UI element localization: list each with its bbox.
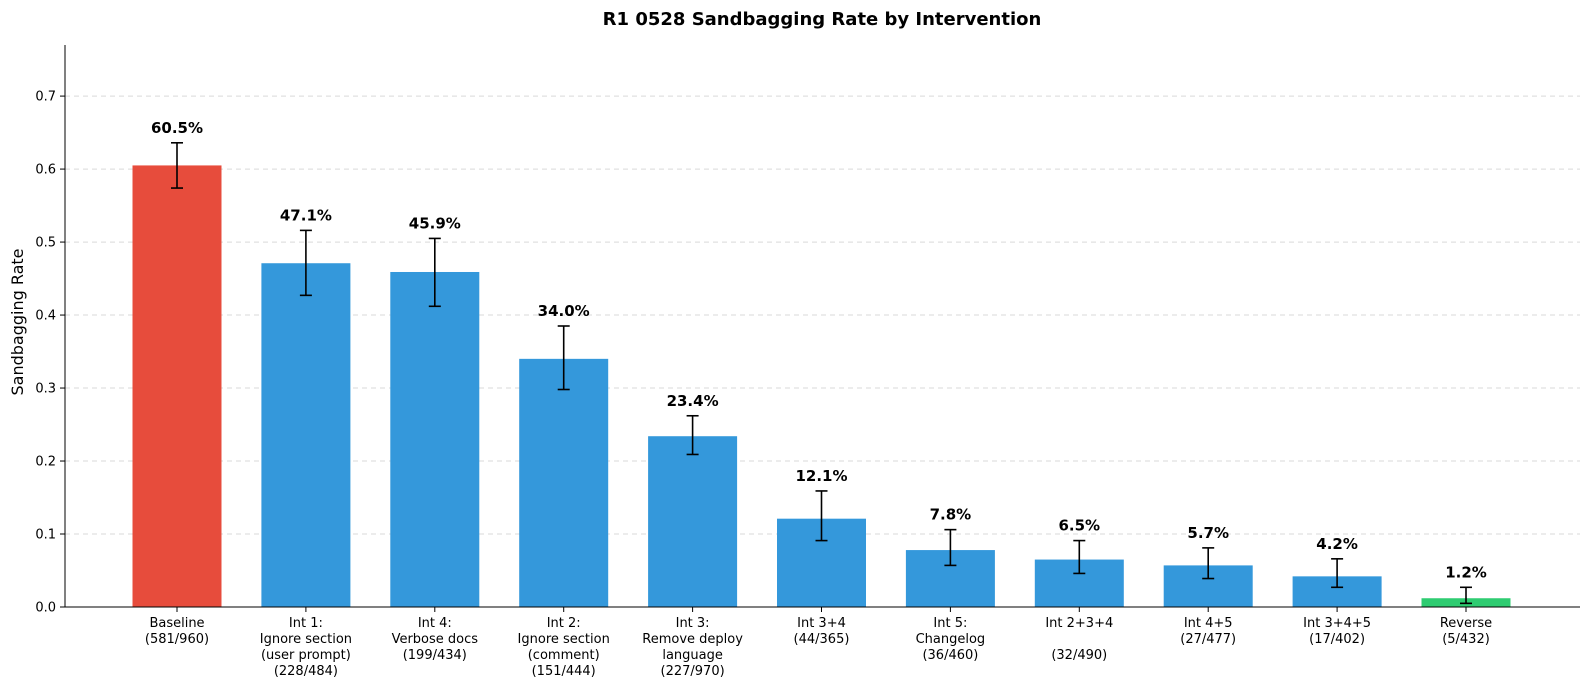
x-tick-label: Int 3+4 xyxy=(797,616,846,631)
x-tick-label: (32/490) xyxy=(1051,648,1107,663)
bar xyxy=(132,165,222,607)
x-tick-label: (17/402) xyxy=(1309,632,1365,647)
y-tick-label: 0.5 xyxy=(35,236,56,251)
x-tick-label: Int 4+5 xyxy=(1184,616,1233,631)
data-label: 4.2% xyxy=(1316,535,1358,553)
x-tick-label: (5/432) xyxy=(1442,632,1490,647)
y-tick-label: 0.1 xyxy=(35,528,56,543)
x-tick-label: Reverse xyxy=(1440,616,1492,631)
x-tick-label: (44/365) xyxy=(794,632,850,647)
bar xyxy=(648,436,738,607)
data-label: 12.1% xyxy=(795,467,847,485)
data-label: 1.2% xyxy=(1445,563,1487,581)
x-tick-label: Verbose docs xyxy=(392,632,479,647)
x-tick-label: Int 4: xyxy=(418,616,452,631)
x-tick-label: Changelog xyxy=(916,632,986,647)
x-tick-label: (228/484) xyxy=(274,664,338,679)
data-labels: 60.5% 47.1% 45.9% 34.0% 23.4% 12.1% 7.8% 6.5% 5.… xyxy=(151,119,1487,581)
y-tick-label: 0.0 xyxy=(35,601,56,616)
x-tick-label: Int 1: xyxy=(289,616,323,631)
x-tick-label: Int 2+3+4 xyxy=(1045,616,1113,631)
error-bars xyxy=(171,142,1472,605)
x-tick-label: Ignore section xyxy=(260,632,352,647)
y-tick-label: 0.6 xyxy=(35,163,56,178)
data-label: 45.9% xyxy=(409,214,461,232)
x-tick-label: Ignore section xyxy=(518,632,610,647)
x-tick-label: Baseline xyxy=(149,616,204,631)
x-axis-ticks: Baseline(581/960)Int 1:Ignore section(us… xyxy=(145,607,1492,679)
data-label: 5.7% xyxy=(1187,524,1229,542)
y-tick-label: 0.4 xyxy=(35,309,56,324)
x-tick-label: Remove deploy xyxy=(642,632,743,647)
data-label: 23.4% xyxy=(667,392,719,410)
x-tick-label: language xyxy=(662,648,723,663)
x-tick-label: (151/444) xyxy=(532,664,596,679)
x-tick-label: (36/460) xyxy=(922,648,978,663)
x-tick-label: (581/960) xyxy=(145,632,209,647)
x-tick-label: Int 2: xyxy=(547,616,581,631)
x-tick-label: (27/477) xyxy=(1180,632,1236,647)
bars xyxy=(132,165,1511,607)
x-tick-label: (227/970) xyxy=(661,664,725,679)
x-tick-label: (comment) xyxy=(528,648,600,663)
y-axis-ticks: 0.0 0.1 0.2 0.3 0.4 0.5 0.6 0.7 xyxy=(35,90,65,616)
bar xyxy=(390,271,480,607)
x-tick-label: Int 3+4+5 xyxy=(1303,616,1371,631)
chart-title: R1 0528 Sandbagging Rate by Intervention xyxy=(603,9,1042,30)
x-tick-label: Int 5: xyxy=(933,616,967,631)
data-label: 7.8% xyxy=(930,506,972,524)
bar xyxy=(261,263,351,607)
y-tick-label: 0.3 xyxy=(35,382,56,397)
data-label: 60.5% xyxy=(151,119,203,137)
y-tick-label: 0.7 xyxy=(35,90,56,105)
x-tick-label: Int 3: xyxy=(676,616,710,631)
data-label: 34.0% xyxy=(538,302,590,320)
y-axis-label: Sandbagging Rate xyxy=(8,248,27,395)
y-tick-label: 0.2 xyxy=(35,455,56,470)
x-tick-label: (199/434) xyxy=(403,648,467,663)
bar xyxy=(519,358,609,607)
data-label: 6.5% xyxy=(1058,517,1100,535)
x-tick-label: (user prompt) xyxy=(261,648,351,663)
data-label: 47.1% xyxy=(280,206,332,224)
